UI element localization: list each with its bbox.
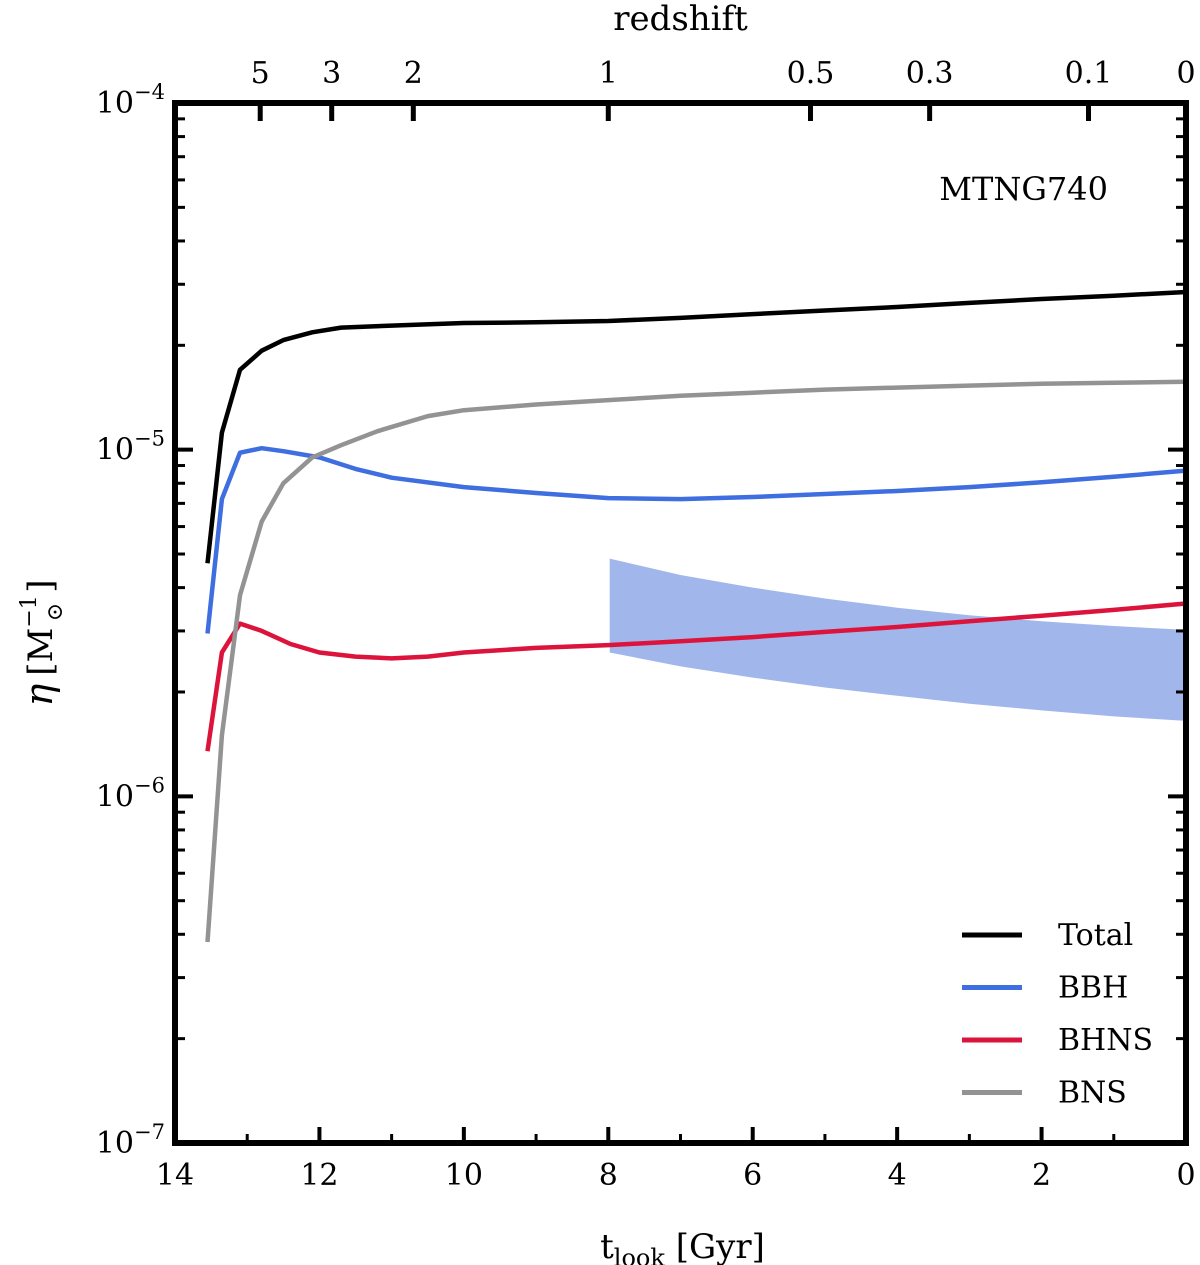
series-line-bbh bbox=[205, 445, 1187, 634]
x-tick-label: 8 bbox=[599, 1158, 618, 1193]
x-tick-label: 4 bbox=[888, 1158, 907, 1193]
series-line-bns bbox=[205, 379, 1187, 943]
y-tick-base: 10 bbox=[96, 779, 134, 814]
top-tick-label: 2 bbox=[404, 56, 423, 91]
plot-frame bbox=[172, 100, 1189, 1146]
y-axis-title: η [M−1⊙] bbox=[17, 579, 68, 706]
legend-label-total: Total bbox=[1058, 918, 1133, 953]
y-axis-title-main: η bbox=[17, 684, 61, 707]
y-tick-label: 10−7 bbox=[96, 1120, 165, 1161]
x-axis-title: tlook [Gyr] bbox=[600, 1227, 765, 1265]
x-tick-label: 0 bbox=[1176, 1158, 1195, 1193]
ticks-layer: 14 12 10 8 6 4 2 05 3 2 1 0.5 0.3 0.1 010−710−610−510−… bbox=[96, 56, 1196, 1193]
series-line-total bbox=[205, 289, 1187, 564]
y-axis-title-sup: −1 bbox=[17, 595, 42, 627]
y-tick-exponent: −5 bbox=[134, 427, 165, 451]
y-tick-exponent: −6 bbox=[134, 773, 165, 797]
top-tick-label: 0.1 bbox=[1065, 56, 1113, 91]
x-tick-label: 12 bbox=[300, 1158, 338, 1193]
y-axis-title-open: [ bbox=[21, 662, 61, 675]
top-tick-label: 3 bbox=[322, 56, 341, 91]
series-line-bhns bbox=[205, 601, 1187, 752]
y-tick-exponent: −4 bbox=[134, 80, 165, 104]
y-axis-title-sub: ⊙ bbox=[43, 603, 68, 621]
legend-label-bbh: BBH bbox=[1058, 971, 1128, 1006]
x-axis-title-unit: [Gyr] bbox=[665, 1227, 765, 1265]
y-tick-label: 10−5 bbox=[96, 427, 165, 468]
y-tick-base: 10 bbox=[96, 433, 134, 468]
top-tick-label: 0.5 bbox=[787, 56, 835, 91]
x-axis-title-sub: look bbox=[614, 1244, 666, 1265]
y-tick-label: 10−4 bbox=[96, 80, 165, 121]
x-tick-label: 10 bbox=[445, 1158, 483, 1193]
top-tick-label: 0 bbox=[1176, 56, 1195, 91]
legend-label-bns: BNS bbox=[1058, 1076, 1127, 1111]
y-tick-exponent: −7 bbox=[134, 1120, 165, 1144]
top-tick-label: 0.3 bbox=[906, 56, 954, 91]
x-axis-title-main: t bbox=[600, 1227, 614, 1265]
top-tick-label: 1 bbox=[599, 56, 618, 91]
legend-label-bhns: BHNS bbox=[1058, 1023, 1153, 1058]
observational-band-layer bbox=[609, 558, 1186, 721]
y-axis-title-close: ] bbox=[21, 579, 61, 592]
x-tick-label: 14 bbox=[156, 1158, 194, 1193]
y-axis-title-unit: M bbox=[21, 628, 61, 663]
series-layer bbox=[205, 289, 1187, 943]
y-tick-label: 10−6 bbox=[96, 773, 165, 814]
y-tick-base: 10 bbox=[96, 86, 134, 121]
y-tick-base: 10 bbox=[96, 1126, 134, 1161]
x-tick-label: 6 bbox=[743, 1158, 762, 1193]
observational-band bbox=[609, 558, 1186, 721]
legend: Total BBH BHNS BNS bbox=[962, 918, 1153, 1111]
x-tick-label: 2 bbox=[1032, 1158, 1051, 1193]
top-tick-label: 5 bbox=[251, 56, 270, 91]
simulation-label: MTNG740 bbox=[939, 170, 1108, 208]
top-axis-title: redshift bbox=[613, 0, 748, 39]
